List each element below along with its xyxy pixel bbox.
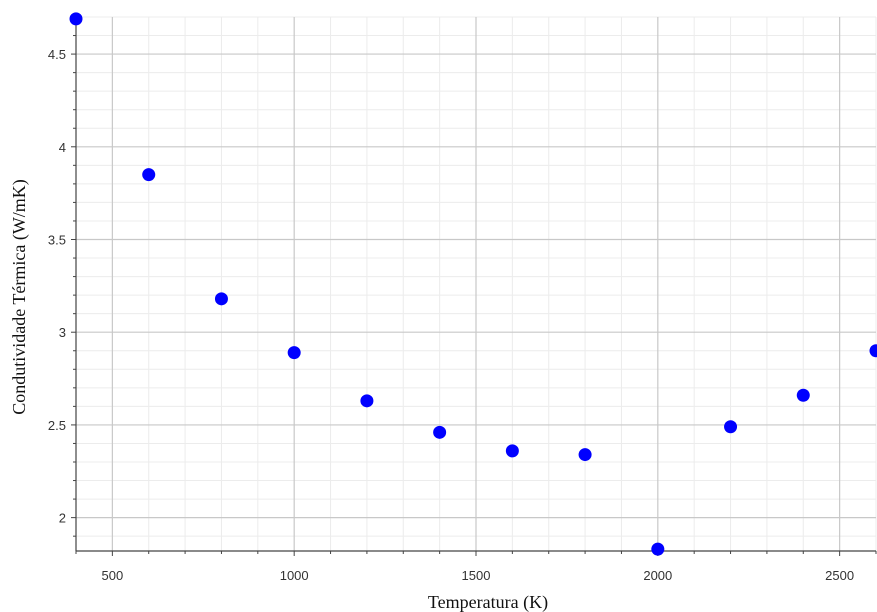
x-tick-label: 500 (102, 568, 124, 583)
y-tick-label: 2.5 (48, 418, 66, 433)
data-points (69, 12, 877, 556)
x-tick-label: 2000 (643, 568, 672, 583)
data-point (578, 448, 592, 462)
y-tick-label: 3.5 (48, 233, 66, 248)
y-tick-label: 4.5 (48, 47, 66, 62)
data-point (651, 542, 665, 556)
data-point (724, 420, 738, 434)
data-point (214, 292, 228, 306)
x-tick-label: 1500 (462, 568, 491, 583)
y-tick-labels: 2 2.5 3 3.5 4 4.5 (48, 47, 66, 526)
x-tick-labels: 500 1000 1500 2000 2500 (102, 568, 855, 583)
data-point (360, 394, 374, 408)
data-point (287, 346, 301, 360)
major-grid (76, 17, 876, 551)
data-point (505, 444, 519, 458)
y-tick-label: 2 (59, 511, 66, 526)
x-tick-label: 2500 (825, 568, 854, 583)
y-axis-title: Condutividade Térmica (W/mK) (9, 179, 30, 415)
axes (71, 16, 877, 556)
y-tick-label: 4 (59, 140, 66, 155)
data-point (142, 168, 156, 182)
x-tick-label: 1000 (280, 568, 309, 583)
x-axis-title: Temperatura (K) (428, 592, 548, 612)
data-point (869, 344, 877, 358)
data-point (69, 12, 83, 26)
data-point (796, 388, 810, 402)
data-point (433, 425, 447, 439)
y-tick-label: 3 (59, 325, 66, 340)
